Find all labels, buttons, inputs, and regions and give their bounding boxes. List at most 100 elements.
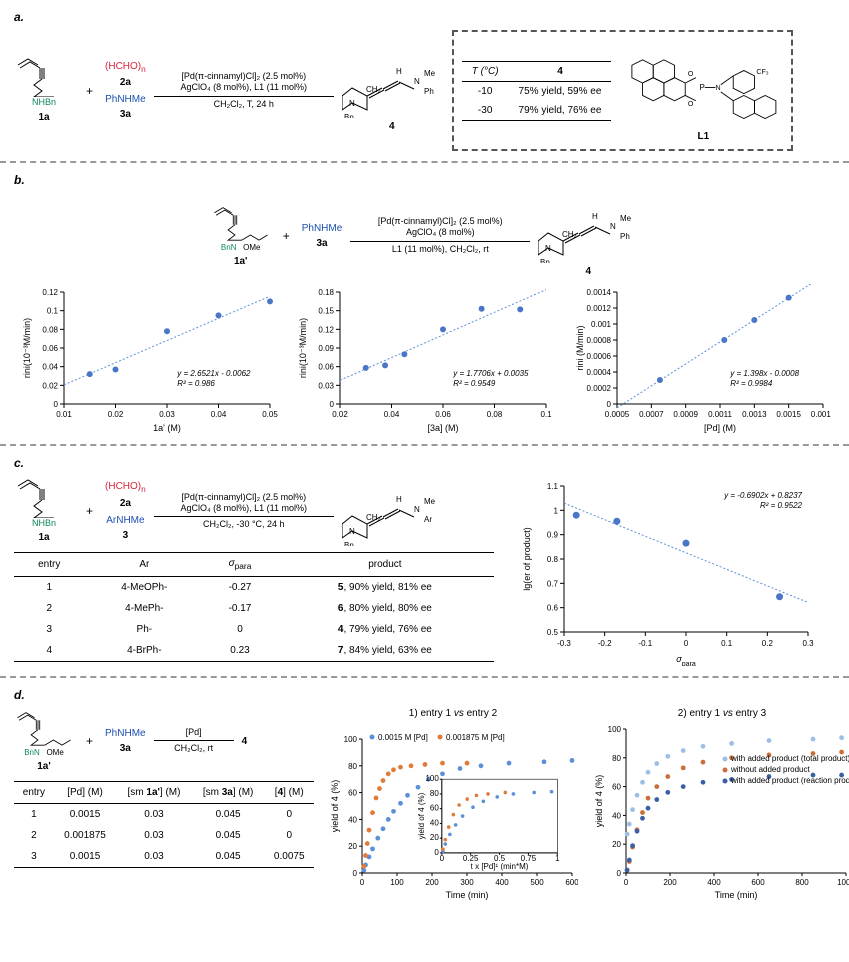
inset-box-a: T (°C) 4 -1075% yield, 59% ee -3079% yie… [452, 30, 794, 151]
svg-text:[3a] (M): [3a] (M) [428, 423, 459, 433]
table-row: 30.00150.030.0450.0075 [14, 846, 314, 868]
scheme-c: NHBn 1a + (HCHO)n 2a ArNHMe 3 [Pd(π-cinn… [14, 476, 494, 546]
num-1a-prime: 1a' [234, 255, 248, 268]
svg-text:0: 0 [360, 878, 365, 887]
svg-text:R² = 0.9522: R² = 0.9522 [760, 501, 803, 510]
svg-text:CH₂: CH₂ [562, 230, 577, 239]
svg-text:0.01: 0.01 [56, 410, 72, 419]
svg-text:N: N [716, 84, 721, 92]
svg-text:0.0002: 0.0002 [586, 384, 611, 393]
table-row: 14-MeOPh--0.275, 90% yield, 81% ee [14, 577, 494, 599]
svg-text:1.1: 1.1 [547, 482, 559, 491]
svg-text:lg(er of product): lg(er of product) [522, 527, 532, 591]
svg-text:20: 20 [348, 842, 357, 851]
svg-text:80: 80 [348, 762, 357, 771]
svg-text:σpara: σpara [676, 654, 696, 666]
svg-text:40: 40 [612, 811, 621, 820]
svg-text:R² = 0.986: R² = 0.986 [177, 379, 215, 388]
svg-text:60: 60 [612, 783, 621, 792]
svg-text:0.12: 0.12 [319, 325, 335, 334]
svg-text:0.5: 0.5 [547, 628, 559, 637]
svg-text:N: N [349, 527, 355, 536]
svg-text:rini (M/min): rini (M/min) [575, 326, 585, 371]
svg-text:0.0014: 0.0014 [586, 288, 611, 297]
svg-text:0.0006: 0.0006 [586, 352, 611, 361]
product-4-b: N Bn H N Me Ph CH₂ 4 [538, 193, 638, 278]
svg-text:R² = 0.9549: R² = 0.9549 [454, 379, 497, 388]
hammett-table: entry Ar σpara product 14-MeOPh--0.275, … [14, 552, 494, 662]
svg-text:0.0008: 0.0008 [586, 336, 611, 345]
substrate-1a-prime: BnN OMe 1a' [211, 203, 271, 268]
svg-text:0.9: 0.9 [547, 531, 559, 540]
num-1a: 1a [38, 111, 49, 124]
svg-text:0.04: 0.04 [384, 410, 400, 419]
svg-text:600: 600 [565, 878, 578, 887]
plus-a: + [82, 84, 97, 98]
svg-text:0.02: 0.02 [108, 410, 124, 419]
svg-text:N: N [349, 99, 355, 108]
svg-text:yield of 4 (%): yield of 4 (%) [417, 792, 426, 839]
panel-a: a. NHBn 1a + (HCHO)n [0, 0, 849, 163]
svg-text:N: N [414, 77, 420, 86]
product-4-d: 4 [242, 733, 248, 748]
svg-text:0: 0 [617, 869, 622, 878]
svg-text:without added product: without added product [730, 765, 811, 774]
ligand-L1: O O P N CF₃ L1 [623, 38, 783, 143]
scheme-d: BnN OMe 1a' + PhNHMe 3a [Pd] CH₂Cl₂, rt … [14, 708, 314, 773]
product-ar: N Bn H N Me Ar CH₂ [342, 476, 442, 546]
svg-text:0.7: 0.7 [547, 579, 559, 588]
amine-3a-b: PhNHMe 3a [302, 222, 343, 250]
rate-charts: 0.010.020.030.040.0500.020.040.060.080.1… [14, 284, 835, 434]
svg-text:yield of 4 (%): yield of 4 (%) [594, 775, 604, 828]
svg-text:with added product (reaction p: with added product (reaction product) [730, 776, 849, 785]
panel-d: d. BnN OMe 1a' + PhNHMe 3a [0, 678, 849, 911]
svg-text:60: 60 [430, 804, 439, 813]
svg-text:rini(10⁻³M/min): rini(10⁻³M/min) [298, 318, 308, 378]
svg-text:0.03: 0.03 [159, 410, 175, 419]
num-4: 4 [389, 120, 395, 133]
plus-b: + [279, 229, 294, 243]
svg-text:Me: Me [424, 497, 436, 506]
svg-text:y = 1.7706x + 0.0035: y = 1.7706x + 0.0035 [453, 369, 530, 378]
svg-text:H: H [396, 67, 402, 76]
svg-text:0.0015 M [Pd]: 0.0015 M [Pd] [378, 733, 428, 742]
svg-text:80: 80 [430, 789, 439, 798]
svg-text:0.001875 M [Pd]: 0.001875 M [Pd] [446, 733, 505, 742]
svg-text:0.04: 0.04 [43, 363, 59, 372]
svg-text:H: H [396, 495, 402, 504]
svg-text:R² = 0.9984: R² = 0.9984 [730, 379, 773, 388]
svg-text:Ph: Ph [424, 87, 434, 96]
svg-text:0: 0 [434, 848, 439, 857]
amine-3a-d: PhNHMe 3a [105, 727, 146, 755]
svg-text:20: 20 [430, 833, 439, 842]
svg-text:60: 60 [348, 789, 357, 798]
svg-text:0.3: 0.3 [802, 639, 814, 648]
svg-text:0.0017: 0.0017 [811, 410, 831, 419]
svg-text:100: 100 [344, 735, 358, 744]
svg-text:0: 0 [606, 400, 611, 409]
svg-text:Me: Me [620, 214, 632, 223]
svg-text:0: 0 [54, 400, 59, 409]
panel-b: b. BnN OMe 1a' + PhNHMe 3a [0, 163, 849, 446]
table-row: 44-BrPh-0.237, 84% yield, 63% ee [14, 640, 494, 662]
scheme-b: BnN OMe 1a' + PhNHMe 3a [Pd(π-cinnamyl)C… [211, 193, 639, 278]
kinetics-table: entry [Pd] (M) [sm 1a'] (M) [sm 3a] (M) … [14, 781, 314, 868]
svg-text:O: O [688, 100, 694, 108]
product-allene-icon: N Bn H N Me Ph CH₂ [342, 48, 442, 118]
svg-text:0: 0 [353, 869, 358, 878]
svg-text:O: O [688, 70, 694, 78]
svg-text:0.09: 0.09 [319, 344, 335, 353]
svg-text:0.03: 0.03 [319, 381, 335, 390]
svg-text:400: 400 [707, 878, 721, 887]
svg-text:0.1: 0.1 [47, 307, 59, 316]
enyne-ome-icon [211, 203, 271, 243]
svg-text:800: 800 [795, 878, 809, 887]
svg-text:rini(10⁻³M/min): rini(10⁻³M/min) [22, 318, 32, 378]
svg-text:0.6: 0.6 [547, 604, 559, 613]
svg-text:400: 400 [495, 878, 509, 887]
hcho-phnhme-stack: (HCHO)n 2a PhNHMe 3a [105, 60, 146, 122]
svg-text:0.0013: 0.0013 [742, 410, 767, 419]
svg-text:1: 1 [554, 506, 559, 515]
svg-text:0.001: 0.001 [591, 320, 612, 329]
svg-text:200: 200 [663, 878, 677, 887]
